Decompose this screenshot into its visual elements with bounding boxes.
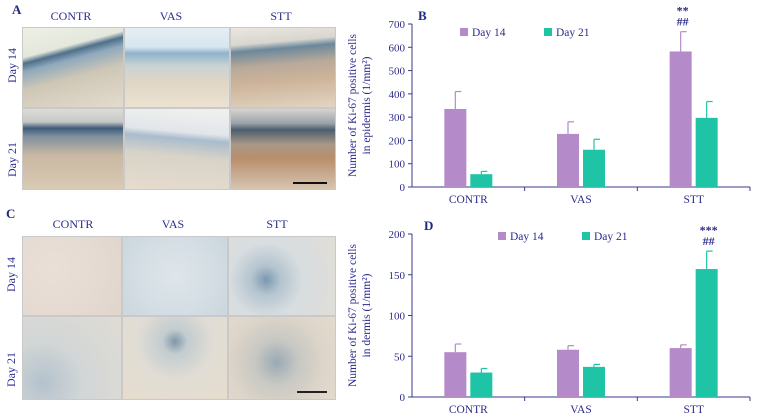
- bar-day-21-contr: [470, 174, 493, 187]
- panel-c-letter: C: [6, 206, 16, 221]
- y-tick-label: 600: [389, 42, 406, 54]
- panel-a-col-stt: STT: [270, 9, 292, 23]
- significance-marker: ***: [700, 223, 718, 237]
- bar-day-21-vas: [583, 149, 605, 187]
- scale-bar: [297, 391, 327, 393]
- micrograph-a-contr-day21: [22, 108, 124, 190]
- bar-day-21-contr: [470, 372, 493, 397]
- bar-day-14-stt: [669, 348, 692, 397]
- x-tick-label: CONTR: [449, 404, 488, 416]
- legend-swatch-day-14: [498, 232, 506, 240]
- legend-swatch-day-21: [544, 28, 552, 36]
- legend-label-day-21: Day 21: [594, 231, 628, 243]
- y-axis-label-line2: in dermis (1/mm²): [361, 273, 373, 357]
- bar-day-21-stt: [695, 117, 718, 187]
- bar-day-14-stt: [669, 51, 692, 187]
- y-tick-label: 500: [389, 66, 406, 78]
- panel-c-row-day21: Day 21: [4, 352, 18, 387]
- significance-marker: ##: [703, 234, 715, 248]
- y-axis-label-line1: Number of Ki-67 positive cells: [347, 243, 359, 387]
- scale-bar: [293, 182, 327, 184]
- micrograph-c-contr-day21: [22, 316, 122, 400]
- micrograph-a-vas-day21: [124, 108, 230, 190]
- micrograph-a-stt-day21: [230, 108, 336, 190]
- x-tick-label: CONTR: [449, 194, 488, 206]
- x-tick-label: VAS: [570, 194, 592, 206]
- micrograph-c-vas-day14: [122, 236, 228, 316]
- panel-c-col-contr: CONTR: [52, 217, 94, 231]
- panel-c-col-vas: VAS: [161, 217, 185, 231]
- y-tick-label: 200: [389, 229, 406, 241]
- y-tick-label: 0: [400, 182, 406, 194]
- y-tick-label: 300: [389, 112, 406, 124]
- panel-d-letter: D: [424, 218, 433, 233]
- chart-b: B Number of Ki-67 positive cells in epider…: [347, 4, 751, 206]
- y-tick-label: 200: [389, 135, 406, 147]
- x-tick-label: STT: [683, 194, 703, 206]
- micrograph-c-contr-day14: [22, 236, 122, 316]
- bar-day-21-stt: [695, 269, 718, 397]
- y-axis-label-line2: in epidermis (1/mm²): [361, 56, 373, 154]
- y-tick-label: 100: [389, 311, 406, 323]
- panel-a-col-vas: VAS: [159, 9, 183, 23]
- bar-day-14-contr: [444, 352, 467, 397]
- bar-day-14-contr: [444, 108, 467, 187]
- panel-a-letter: A: [12, 2, 22, 17]
- legend-swatch-day-14: [460, 28, 468, 36]
- y-tick-label: 400: [389, 89, 406, 101]
- significance-marker: ##: [677, 15, 689, 29]
- y-axis-label-line1: Number of Ki-67 positive cells: [347, 33, 359, 177]
- micrograph-c-stt-day21: [228, 316, 336, 400]
- significance-marker: **: [677, 4, 689, 18]
- x-tick-label: VAS: [570, 404, 592, 416]
- micrograph-a-stt-day14: [230, 27, 336, 108]
- micrograph-c-vas-day21: [122, 316, 228, 400]
- bar-day-14-vas: [557, 133, 579, 187]
- y-tick-label: 100: [389, 159, 406, 171]
- micrograph-a-contr-day14: [22, 27, 124, 108]
- x-tick-label: STT: [683, 404, 703, 416]
- y-tick-label: 700: [389, 19, 406, 31]
- panel-c-row-day14: Day 14: [4, 257, 18, 292]
- y-tick-label: 150: [389, 270, 406, 282]
- legend-label-day-14: Day 14: [472, 27, 506, 39]
- bar-day-14-vas: [557, 349, 579, 397]
- chart-d: D Number of Ki-67 positive cells in dermis…: [347, 218, 751, 416]
- panel-a-row-day14: Day 14: [5, 48, 19, 83]
- y-tick-label: 0: [400, 392, 406, 404]
- legend-label-day-14: Day 14: [510, 231, 544, 243]
- y-tick-label: 50: [394, 351, 406, 363]
- panel-a-row-day21: Day 21: [5, 142, 19, 177]
- panel-b-letter: B: [418, 8, 427, 23]
- legend-label-day-21: Day 21: [556, 27, 590, 39]
- micrograph-c-stt-day14: [228, 236, 336, 316]
- bar-day-21-vas: [583, 366, 605, 397]
- panel-c-col-stt: STT: [266, 217, 288, 231]
- micrograph-a-vas-day14: [124, 27, 230, 108]
- panel-a-col-contr: CONTR: [50, 9, 92, 23]
- legend-swatch-day-21: [582, 232, 590, 240]
